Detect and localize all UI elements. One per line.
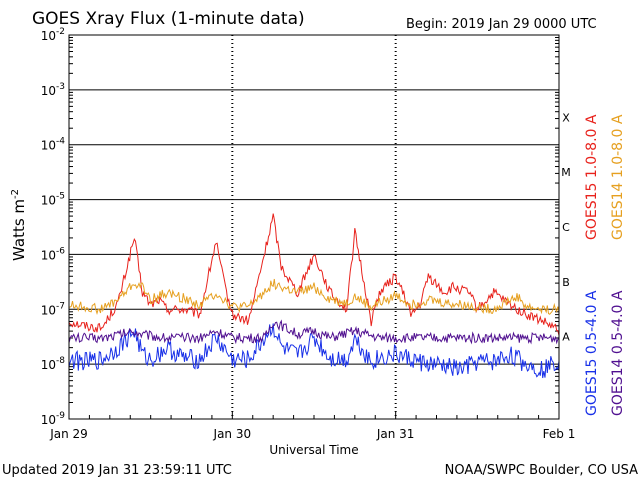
flare-class-label: C xyxy=(562,221,570,234)
grid-lines xyxy=(68,35,560,419)
plot-frame xyxy=(68,34,560,420)
x-axis-label: Universal Time xyxy=(269,443,358,457)
flare-class-label: B xyxy=(562,276,570,289)
series-lines xyxy=(68,213,560,379)
svg-text:Watts m-2: Watts m-2 xyxy=(10,189,28,261)
begin-label: Begin: 2019 Jan 29 0000 UTC xyxy=(406,17,597,32)
y-tick-label: 10-4 xyxy=(41,137,66,153)
updated-timestamp: Updated 2019 Jan 31 23:59:11 UTC xyxy=(2,463,232,478)
series-line xyxy=(68,323,560,379)
y-tick-label: 10-8 xyxy=(41,356,66,372)
x-tick-labels: Jan 29 Jan 30 Jan 31 Feb 1 xyxy=(49,427,575,441)
x-tick-label: Jan 30 xyxy=(213,427,252,441)
x-tick-label: Jan 31 xyxy=(376,427,415,441)
y-axis-label: Watts m-2 xyxy=(10,189,28,261)
series-line xyxy=(68,319,560,345)
flare-class-label: M xyxy=(561,166,571,179)
y-axis-label-text: Watts m xyxy=(10,199,28,261)
legend: GOES15 1.0-8.0 A GOES14 1.0-8.0 A GOES15 0… xyxy=(584,114,626,416)
flare-class-label: A xyxy=(562,331,570,344)
x-tick-label: Jan 29 xyxy=(49,427,88,441)
y-tick-label: 10-3 xyxy=(41,82,65,98)
flare-class-labels: A B C M X xyxy=(561,111,571,343)
credit-label: NOAA/SWPC Boulder, CO USA xyxy=(445,463,638,478)
chart-title: GOES Xray Flux (1-minute data) xyxy=(32,9,305,29)
series-line xyxy=(68,278,560,316)
y-tick-labels: 10-9 10-8 10-7 10-6 10-5 10-4 10-3 10-2 xyxy=(41,27,66,427)
y-tick-label: 10-7 xyxy=(41,301,65,317)
flare-class-label: X xyxy=(562,111,570,124)
x-tick-label: Feb 1 xyxy=(543,427,576,441)
series-line xyxy=(68,213,560,336)
y-tick-label: 10-2 xyxy=(41,27,65,43)
y-tick-label: 10-9 xyxy=(41,411,66,427)
y-tick-label: 10-6 xyxy=(41,246,66,262)
legend-entry: GOES14 0.5-4.0 A xyxy=(610,290,626,416)
legend-entry: GOES15 1.0-8.0 A xyxy=(584,114,600,240)
y-tick-label: 10-5 xyxy=(41,192,65,208)
legend-entry: GOES14 1.0-8.0 A xyxy=(610,114,626,240)
y-axis-label-superscript: -2 xyxy=(10,189,21,199)
legend-entry: GOES15 0.5-4.0 A xyxy=(584,290,600,416)
